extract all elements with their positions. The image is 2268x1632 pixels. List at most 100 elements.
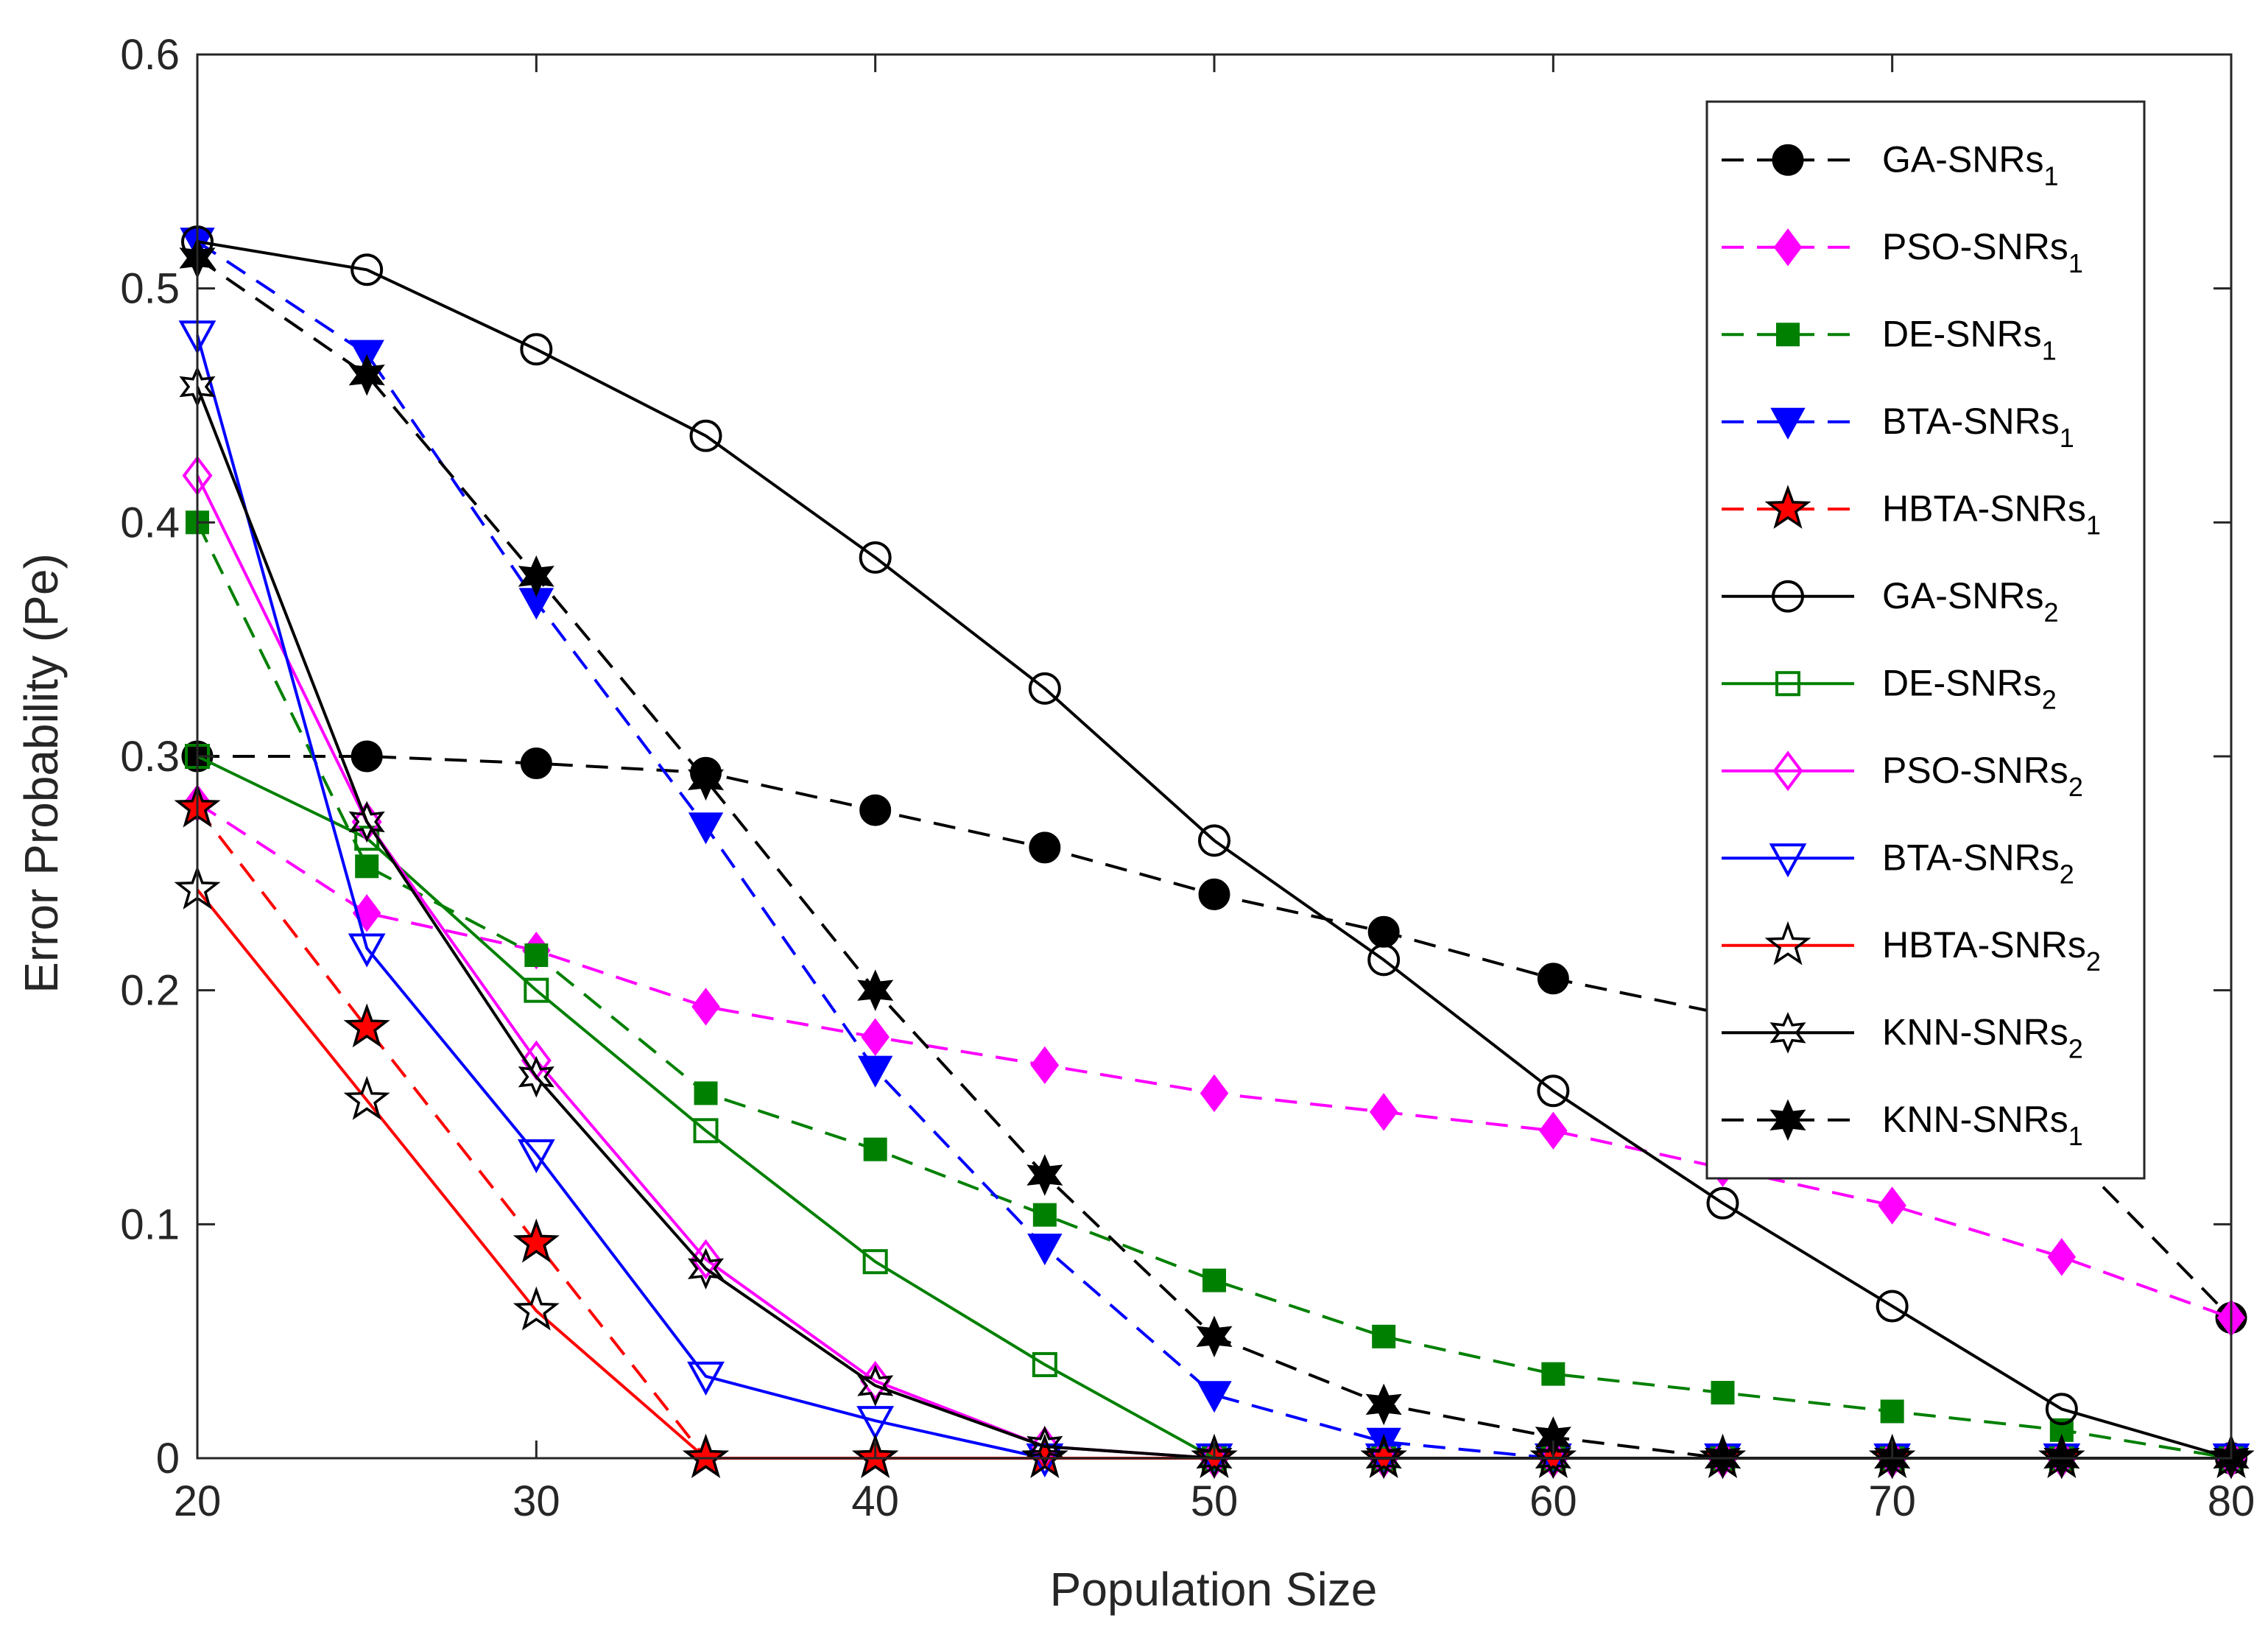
data-point: [1032, 1351, 1057, 1377]
data-point: [694, 1081, 718, 1105]
data-point: [689, 419, 722, 452]
legend-label-name: DE-SNRs: [1882, 313, 2042, 354]
legend-label-subscript: 1: [2068, 248, 2083, 278]
data-point: [862, 1249, 888, 1275]
data-point: [1196, 1437, 1233, 1480]
legend-label-name: GA-SNRs: [1882, 138, 2043, 180]
data-point: [1030, 1046, 1060, 1084]
data-point: [348, 801, 385, 843]
data-point: [857, 1055, 893, 1088]
data-point: [687, 1248, 725, 1290]
data-point: [351, 740, 383, 773]
data-point: [691, 1239, 721, 1280]
data-point: [1026, 1425, 1063, 1468]
legend-label-name: KNN-SNRs: [1882, 1099, 2068, 1140]
data-point: [1537, 1074, 1570, 1108]
legend-label: PSO-SNRs1: [1882, 226, 2083, 278]
data-point: [687, 759, 725, 801]
legend-label-name: DE-SNRs: [1882, 662, 2042, 703]
legend: GA-SNRs1PSO-SNRs1DE-SNRs1BTA-SNRs1HBTA-S…: [1705, 100, 2146, 1180]
legend-label-subscript: 2: [2060, 859, 2074, 889]
data-point: [1026, 1154, 1063, 1196]
data-point: [524, 943, 549, 968]
data-point: [348, 933, 386, 968]
data-point: [688, 812, 724, 845]
legend-entry: GA-SNRs1: [1722, 138, 2059, 191]
data-point: [343, 1003, 390, 1048]
legend-label-subscript: 2: [2068, 772, 2083, 802]
data-point: [520, 333, 553, 366]
data-point: [1537, 963, 1569, 995]
legend-marker: [1772, 144, 1804, 176]
data-point: [524, 977, 549, 1003]
data-point: [2045, 1393, 2078, 1426]
legend-marker: [1764, 485, 1811, 530]
legend-entry: HBTA-SNRs2: [1722, 921, 2101, 977]
y-tick-label: 0: [156, 1435, 180, 1482]
data-point: [1198, 878, 1230, 910]
legend-entry: DE-SNRs1: [1722, 313, 2057, 365]
data-point: [1541, 1362, 1566, 1386]
legend-label-subscript: 1: [2060, 423, 2074, 453]
data-point: [1539, 1111, 1568, 1150]
legend-entry: GA-SNRs2: [1722, 575, 2059, 627]
data-point: [1369, 1093, 1398, 1131]
data-point: [860, 1360, 891, 1401]
legend-label: HBTA-SNRs1: [1882, 488, 2101, 540]
data-point: [1372, 1324, 1396, 1348]
legend-marker: [1769, 1099, 1806, 1142]
y-tick-label: 0.4: [120, 499, 180, 546]
y-tick-label: 0.2: [120, 967, 180, 1015]
data-point: [1367, 915, 1400, 948]
data-point: [687, 1361, 725, 1396]
legend-marker: [1769, 1011, 1806, 1054]
data-point: [1032, 1203, 1057, 1227]
data-point: [1029, 831, 1061, 864]
data-point: [856, 1406, 895, 1441]
legend-label-name: BTA-SNRs: [1882, 837, 2060, 878]
data-point: [1198, 824, 1230, 857]
data-point: [518, 555, 554, 597]
legend-label-subscript: 1: [2068, 1121, 2083, 1151]
x-tick-label: 20: [174, 1477, 222, 1525]
legend-entry: PSO-SNRs2: [1722, 750, 2083, 802]
x-tick-label: 40: [851, 1477, 899, 1525]
data-point: [513, 1286, 560, 1331]
legend-label-name: GA-SNRs: [1882, 575, 2043, 616]
legend-label: DE-SNRs1: [1882, 313, 2057, 365]
legend-label-name: BTA-SNRs: [1882, 401, 2060, 442]
data-point: [1535, 1437, 1571, 1480]
data-point: [859, 541, 892, 574]
legend-label: PSO-SNRs2: [1882, 750, 2083, 802]
legend-label-name: KNN-SNRs: [1882, 1011, 2068, 1052]
legend-label: KNN-SNRs1: [1882, 1099, 2083, 1151]
data-point: [863, 1137, 887, 1161]
data-point: [1027, 1234, 1063, 1266]
data-point: [1028, 672, 1061, 705]
data-point: [1365, 1383, 1402, 1426]
legend-label-subscript: 2: [2042, 684, 2057, 714]
x-tick-label: 80: [2208, 1477, 2255, 1525]
legend-entry: HBTA-SNRs1: [1722, 485, 2101, 540]
legend-marker: [1775, 671, 1800, 697]
data-point: [693, 1118, 719, 1144]
axes-layer: 20 30 40 50 60 70 80 0 0.1 0.2 0.3 0.4 0.5 0.6: [120, 31, 2255, 1525]
data-point: [517, 1139, 555, 1174]
data-point: [857, 969, 894, 1012]
legend-marker: [1776, 323, 1800, 347]
legend-entry: PSO-SNRs1: [1722, 226, 2083, 278]
legend-entry: BTA-SNRs1: [1722, 401, 2074, 453]
series-line: [197, 240, 2232, 1460]
data-point: [691, 988, 720, 1026]
legend-entry: KNN-SNRs1: [1722, 1099, 2083, 1151]
legend-marker: [1769, 843, 1807, 878]
data-point: [1711, 1381, 1735, 1405]
data-point: [2047, 1238, 2077, 1276]
legend-label-name: PSO-SNRs: [1882, 226, 2068, 267]
legend-marker: [1764, 921, 1811, 966]
legend-label: GA-SNRs1: [1882, 138, 2059, 191]
data-point: [852, 1433, 899, 1478]
x-tick-label: 50: [1191, 1477, 1239, 1525]
legend-entry: DE-SNRs2: [1722, 662, 2057, 714]
